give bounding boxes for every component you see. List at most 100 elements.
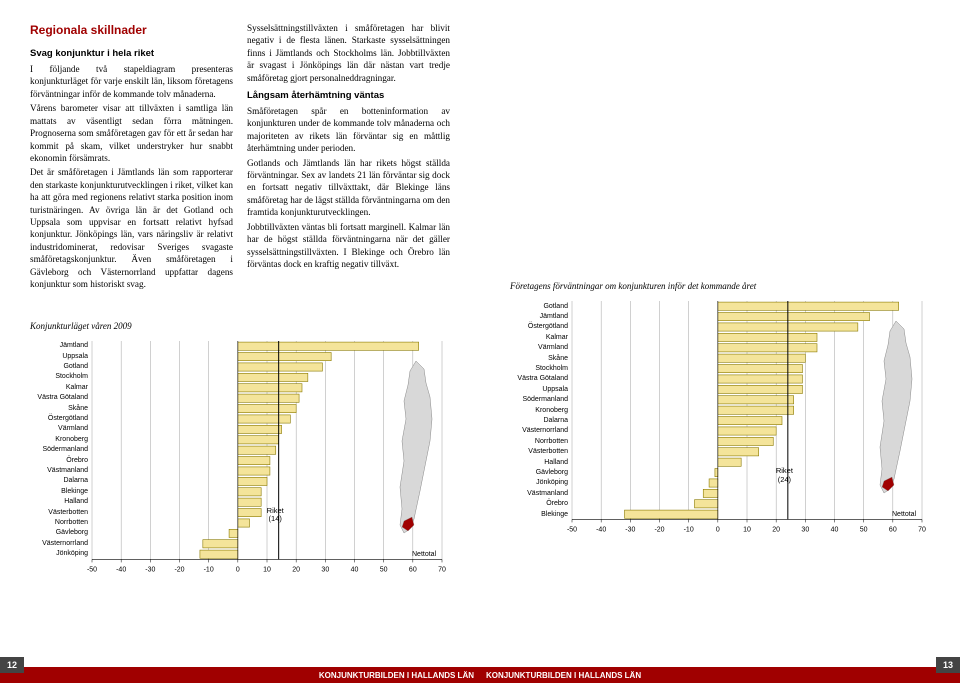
bar [238, 466, 270, 474]
y-label: Blekinge [30, 486, 88, 496]
x-tick-label: -50 [567, 526, 577, 533]
y-label: Uppsala [30, 351, 88, 361]
x-tick-label: -50 [87, 566, 97, 573]
y-label: Kalmar [510, 332, 568, 342]
y-label: Halland [510, 457, 568, 467]
bar [238, 414, 290, 422]
y-label: Västra Götaland [30, 393, 88, 403]
x-tick-label: -10 [204, 566, 214, 573]
text-col-1: Regionala skillnader Svag konjunktur i h… [30, 22, 233, 293]
bar [238, 362, 323, 370]
y-label: Västerbotten [510, 446, 568, 456]
text-columns-left: Regionala skillnader Svag konjunktur i h… [30, 22, 450, 293]
x-tick-label: 10 [743, 526, 751, 533]
y-label: Kronoberg [30, 434, 88, 444]
y-label: Östergötland [30, 413, 88, 423]
section-heading: Regionala skillnader [30, 22, 233, 38]
bar [238, 435, 279, 443]
bar [718, 333, 817, 341]
x-tick-label: 30 [801, 526, 809, 533]
bar [718, 396, 794, 404]
para-r1: Sysselsättningstillväxten i småföretagen… [247, 22, 450, 84]
y-label: Norrbotten [30, 517, 88, 527]
y-label: Södermanland [510, 395, 568, 405]
x-tick-label: -40 [596, 526, 606, 533]
para-r4: Jobbtillväxten väntas bli fortsatt margi… [247, 221, 450, 271]
bar [715, 469, 718, 477]
y-label: Värmland [510, 343, 568, 353]
bar [200, 550, 238, 558]
y-label: Västernorrland [30, 538, 88, 548]
bar [238, 498, 261, 506]
y-label: Norrbotten [510, 436, 568, 446]
bar [718, 344, 817, 352]
chart1-title: Konjunkturläget våren 2009 [30, 321, 450, 331]
bar [238, 518, 250, 526]
y-label: Skåne [30, 403, 88, 413]
bar [238, 508, 261, 516]
bar [718, 313, 870, 321]
x-tick-label: 50 [380, 566, 388, 573]
y-label: Östergötland [510, 322, 568, 332]
bar [238, 394, 299, 402]
x-tick-label: -20 [174, 566, 184, 573]
y-label: Västra Götaland [510, 374, 568, 384]
x-tick-label: -30 [625, 526, 635, 533]
x-tick-label: 70 [918, 526, 926, 533]
y-label: Jönköping [30, 548, 88, 558]
footer-text-left: KONJUNKTURBILDEN I HALLANDS LÄN [319, 671, 474, 680]
y-label: Västmanland [510, 488, 568, 498]
bar [695, 500, 718, 508]
bar [238, 373, 308, 381]
bar [229, 529, 238, 537]
para-r3: Gotlands och Jämtlands län har rikets hö… [247, 157, 450, 219]
para-l3: Det är småföretagen i Jämtlands län som … [30, 166, 233, 290]
y-label: Kalmar [30, 382, 88, 392]
y-label: Blekinge [510, 509, 568, 519]
bar [718, 365, 803, 373]
para-l1: I följande två stapeldiagram presenteras… [30, 63, 233, 100]
x-tick-label: 20 [772, 526, 780, 533]
riket-label: Riket(24) [776, 467, 793, 484]
chart-svg: -50-40-30-20-10010203040506070 [30, 339, 450, 619]
y-label: Stockholm [30, 372, 88, 382]
chart-svg: -50-40-30-20-10010203040506070 [510, 299, 930, 579]
y-label: Halland [30, 496, 88, 506]
x-tick-label: 20 [292, 566, 300, 573]
riket-label: Riket(14) [267, 507, 284, 524]
bar [238, 446, 276, 454]
y-label: Gävleborg [30, 528, 88, 538]
subhead-2: Långsam återhämtning väntas [247, 90, 450, 103]
footer-bar-left: 12 KONJUNKTURBILDEN I HALLANDS LÄN [0, 667, 480, 683]
footer-text-right: KONJUNKTURBILDEN I HALLANDS LÄN [486, 671, 641, 680]
y-label: Örebro [510, 498, 568, 508]
bar [238, 487, 261, 495]
y-label: Jämtland [30, 341, 88, 351]
nettotal-label: Nettotal [892, 511, 916, 518]
y-label: Västernorrland [510, 426, 568, 436]
bar [709, 479, 718, 487]
x-tick-label: 40 [351, 566, 359, 573]
x-tick-label: 50 [860, 526, 868, 533]
y-label: Uppsala [510, 384, 568, 394]
x-tick-label: -10 [684, 526, 694, 533]
page-number-left: 12 [0, 657, 24, 673]
page-spread: Regionala skillnader Svag konjunktur i h… [0, 0, 960, 693]
page-left: Regionala skillnader Svag konjunktur i h… [0, 0, 480, 693]
x-tick-label: -30 [145, 566, 155, 573]
sweden-map-icon [400, 361, 432, 533]
bar [625, 510, 718, 518]
y-label: Gävleborg [510, 467, 568, 477]
y-labels: JämtlandUppsalaGotlandStockholmKalmarVäs… [30, 341, 88, 559]
x-tick-label: 10 [263, 566, 271, 573]
y-label: Kronoberg [510, 405, 568, 415]
sweden-map-icon [880, 321, 912, 493]
bar [238, 425, 282, 433]
footer-bar-right: KONJUNKTURBILDEN I HALLANDS LÄN 13 [480, 667, 960, 683]
y-label: Gotland [510, 301, 568, 311]
x-tick-label: 60 [409, 566, 417, 573]
bar [718, 385, 803, 393]
bar [718, 354, 806, 362]
subhead-1: Svag konjunktur i hela riket [30, 48, 233, 61]
bar [718, 417, 782, 425]
